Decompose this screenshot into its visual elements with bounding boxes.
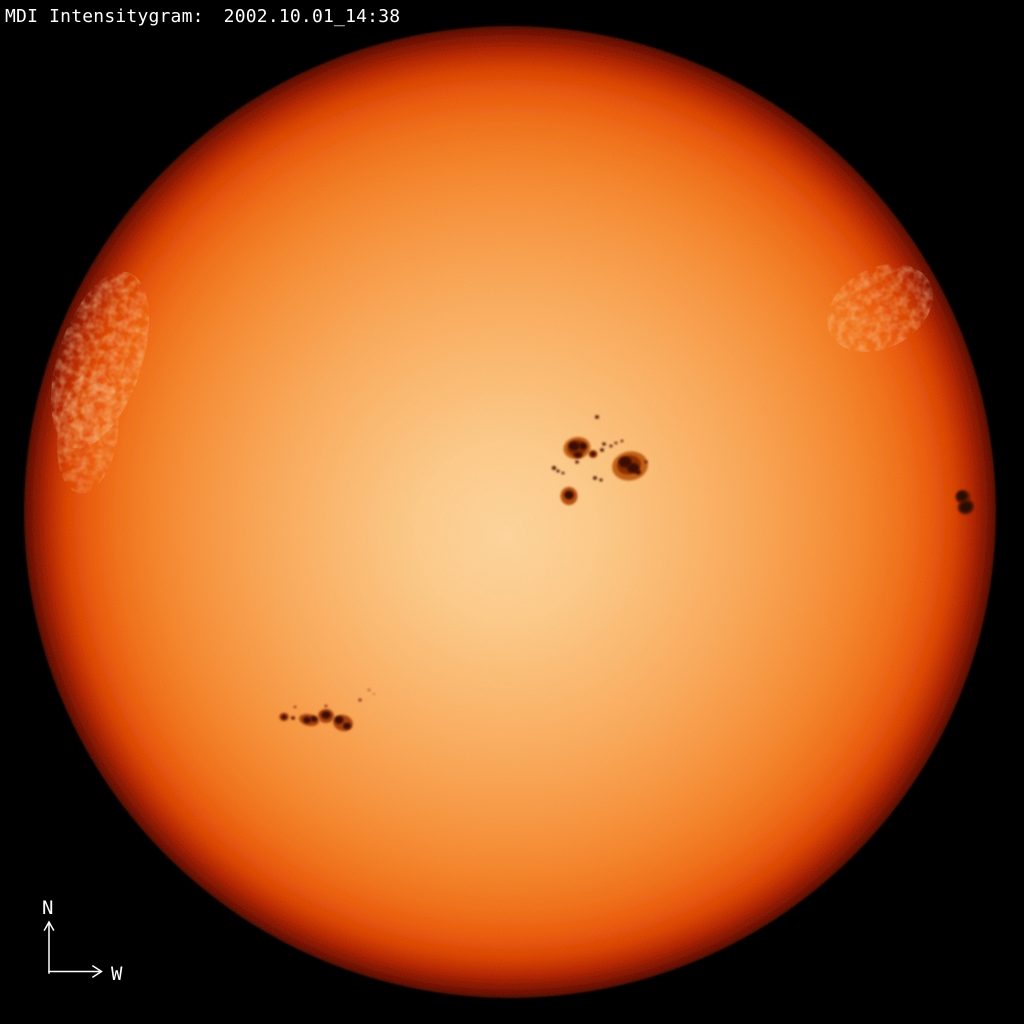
- sunspot-central: [614, 441, 618, 445]
- sunspot-central: [551, 466, 557, 470]
- sunspot-central: [579, 442, 587, 450]
- sunspot-central: [602, 442, 606, 446]
- sunspot-central: [600, 448, 604, 452]
- compass-west-label: W: [111, 963, 123, 985]
- sunspot-west-limb: [956, 491, 968, 501]
- sunspot-southwest: [367, 688, 371, 692]
- sunspot-central: [620, 439, 624, 443]
- sunspot-central: [564, 490, 574, 500]
- sunspot-southwest: [321, 711, 331, 719]
- sunspot-southwest: [324, 704, 328, 708]
- sunspot-southwest: [343, 722, 351, 730]
- sunspot-central: [556, 469, 560, 473]
- sunspot-southwest: [310, 715, 318, 723]
- sunspot-central: [609, 444, 613, 448]
- sunspot-southwest: [291, 716, 295, 720]
- sunspot-southwest: [372, 693, 376, 695]
- image-title: MDI Intensitygram: 2002.10.01_14:38: [5, 6, 400, 27]
- sunspot-central: [595, 415, 599, 419]
- sunspot-central: [593, 476, 597, 480]
- sunspot-central: [635, 469, 641, 475]
- sunspot-southwest: [303, 716, 311, 724]
- sunspot-central: [575, 460, 579, 464]
- compass-indicator: N W: [42, 897, 123, 985]
- sunspot-central: [599, 478, 603, 482]
- sunspot-central: [590, 451, 596, 457]
- sunspot-central: [644, 460, 648, 464]
- sunspot-southwest: [334, 716, 344, 724]
- sunspot-central: [568, 441, 580, 451]
- west-arrow-head: [91, 964, 103, 979]
- sunspot-central: [561, 471, 565, 475]
- sunspot-central: [573, 452, 583, 458]
- instrument-label: MDI Intensitygram:: [5, 6, 204, 27]
- sunspot-southwest: [358, 698, 362, 702]
- north-arrow-head: [43, 920, 55, 932]
- timestamp-label: 2002.10.01_14:38: [223, 6, 401, 27]
- granulation-dark-texture: [24, 26, 996, 998]
- compass-north-label: N: [42, 897, 53, 919]
- sunspot-layer: [279, 415, 975, 732]
- sunspot-southwest: [293, 705, 297, 709]
- sunspot-west-limb: [959, 501, 973, 513]
- sunspot-central: [618, 456, 632, 468]
- sunspot-southwest: [281, 714, 287, 720]
